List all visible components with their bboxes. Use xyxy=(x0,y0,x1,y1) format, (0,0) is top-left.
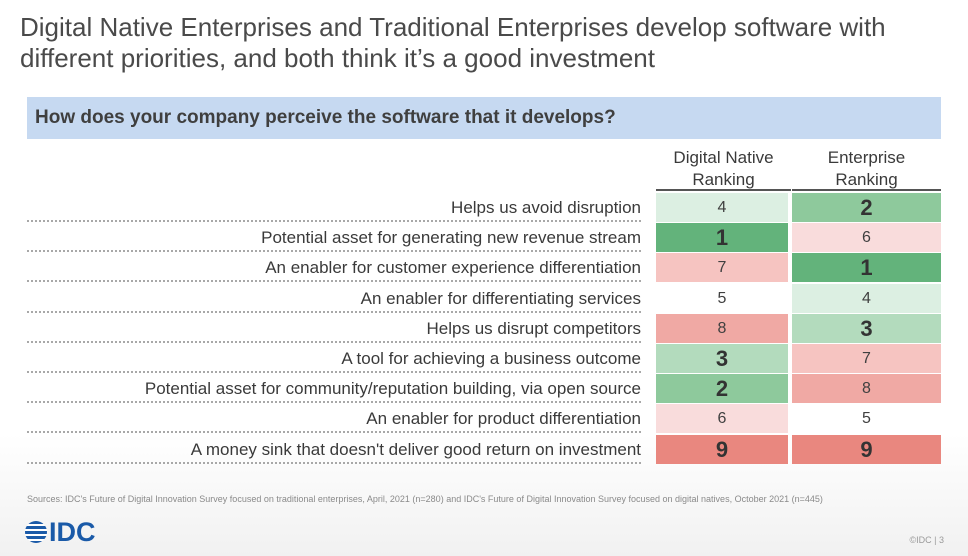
digital-native-rank-cell: 3 xyxy=(656,344,790,373)
rank-value: 8 xyxy=(717,319,727,337)
digital-native-rank-cell: 5 xyxy=(656,283,790,313)
digital-native-rank-cell: 7 xyxy=(656,253,790,283)
rank-value: 1 xyxy=(860,255,873,281)
rank-value: 7 xyxy=(862,350,871,367)
table-row: A tool for achieving a business outcome 3… xyxy=(27,344,941,373)
idc-globe-icon xyxy=(25,521,47,543)
digital-native-rank-cell: 1 xyxy=(656,223,790,253)
idc-logo-text: IDC xyxy=(49,516,96,547)
table-row: An enabler for product differentiation 6 5 xyxy=(27,404,941,434)
enterprise-rank-cell: 6 xyxy=(792,223,941,253)
rank-value: 6 xyxy=(862,229,871,247)
rank-value: 9 xyxy=(715,436,729,462)
enterprise-rank-cell: 9 xyxy=(792,434,941,464)
row-label: Potential asset for generating new reven… xyxy=(27,223,641,253)
table-row: Helps us avoid disruption 4 2 xyxy=(27,193,941,222)
rank-value: 3 xyxy=(860,315,873,341)
rank-value: 4 xyxy=(862,289,871,307)
digital-native-rank-cell: 9 xyxy=(656,434,790,464)
row-label: A money sink that doesn't deliver good r… xyxy=(27,435,641,464)
idc-logo: IDC xyxy=(25,516,96,547)
sources-note: Sources: IDC's Future of Digital Innovat… xyxy=(27,494,823,504)
digital-native-rank-cell: 6 xyxy=(656,404,790,434)
rank-value: 5 xyxy=(717,289,727,307)
row-label: Potential asset for community/reputation… xyxy=(27,374,641,404)
slide-title: Digital Native Enterprises and Tradition… xyxy=(20,12,886,73)
rank-value: 4 xyxy=(717,199,727,216)
enterprise-rank-cell: 7 xyxy=(792,344,941,373)
enterprise-rank-cell: 5 xyxy=(792,404,941,434)
enterprise-rank-cell: 8 xyxy=(792,374,941,404)
rank-value: 7 xyxy=(717,259,727,277)
row-label: Helps us avoid disruption xyxy=(27,193,641,222)
row-label: An enabler for product differentiation xyxy=(27,404,641,434)
enterprise-rank-cell: 2 xyxy=(792,193,941,222)
rank-value: 3 xyxy=(715,346,729,371)
table-row: An enabler for customer experience diffe… xyxy=(27,253,941,283)
rank-value: 9 xyxy=(860,436,873,462)
enterprise-rank-cell: 3 xyxy=(792,313,941,343)
row-label: An enabler for customer experience diffe… xyxy=(27,253,641,283)
enterprise-rank-cell: 1 xyxy=(792,253,941,283)
table-row: An enabler for differentiating services 5… xyxy=(27,283,941,313)
table-row: Helps us disrupt competitors 8 3 xyxy=(27,313,941,343)
rank-value: 1 xyxy=(715,225,729,251)
rank-value: 5 xyxy=(862,410,871,428)
rank-value: 2 xyxy=(860,195,873,220)
rank-value: 6 xyxy=(717,410,727,428)
digital-native-rank-cell: 4 xyxy=(656,193,790,222)
table-row: Potential asset for generating new reven… xyxy=(27,223,941,253)
table-row: Potential asset for community/reputation… xyxy=(27,374,941,404)
row-label: An enabler for differentiating services xyxy=(27,284,641,313)
footer-page-number: ©IDC | 3 xyxy=(909,535,944,545)
enterprise-rank-cell: 4 xyxy=(792,283,941,313)
enterprise-column-header: Enterprise Ranking xyxy=(792,147,941,191)
digital-native-column-header: Digital Native Ranking xyxy=(656,147,791,191)
digital-native-rank-cell: 8 xyxy=(656,313,790,343)
row-label: Helps us disrupt competitors xyxy=(27,314,641,343)
rank-value: 8 xyxy=(862,380,871,398)
rank-value: 2 xyxy=(715,376,729,402)
digital-native-rank-cell: 2 xyxy=(656,374,790,404)
table-row: A money sink that doesn't deliver good r… xyxy=(27,434,941,464)
row-label: A tool for achieving a business outcome xyxy=(27,344,641,373)
question-bar: How does your company perceive the softw… xyxy=(27,97,941,139)
